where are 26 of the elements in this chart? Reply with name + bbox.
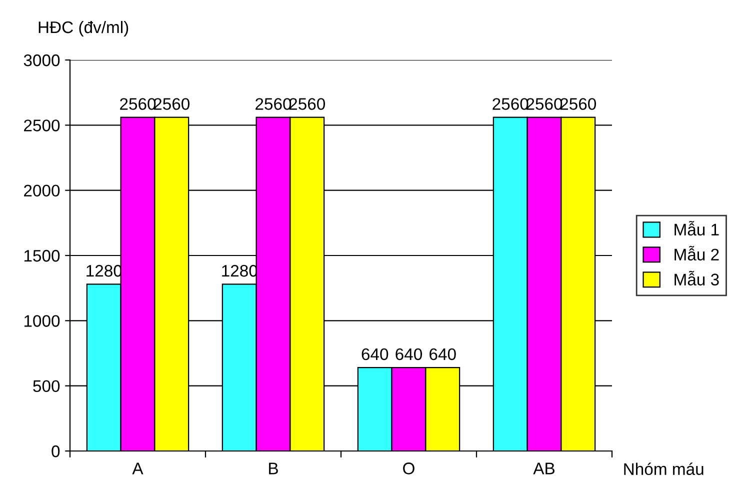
data-label: 640 [362,348,388,360]
y-tick-label: 3000 [24,54,60,66]
y-tick-label: 2000 [24,184,60,197]
legend-label: Mẫu 3 [674,270,719,286]
legend-label: Mẫu 2 [674,246,719,261]
data-label: 2560 [560,98,596,110]
y-tick-label: 500 [33,380,60,392]
data-label: 2560 [289,98,326,110]
x-tick-label: A [132,462,144,474]
data-label: 2560 [526,98,562,110]
y-axis-title: HĐC (đv/ml) [38,20,128,36]
y-tick-label: 2500 [24,120,60,132]
data-label: 640 [396,348,422,360]
x-axis-title: Nhóm máu [624,462,704,476]
y-tick-label: 1000 [24,315,60,327]
y-tick-label: 1500 [24,250,60,262]
legend-label: Mẫu 1 [674,220,719,236]
data-label: 2560 [492,98,528,110]
data-label: 2560 [154,98,190,110]
data-label: 640 [430,348,456,360]
data-label: 2560 [256,98,292,110]
data-label: 2560 [120,98,156,110]
x-tick-label: B [269,462,278,474]
x-tick-label: O [403,462,414,474]
y-tick-label: 0 [52,445,60,458]
x-tick-label: AB [533,462,554,474]
